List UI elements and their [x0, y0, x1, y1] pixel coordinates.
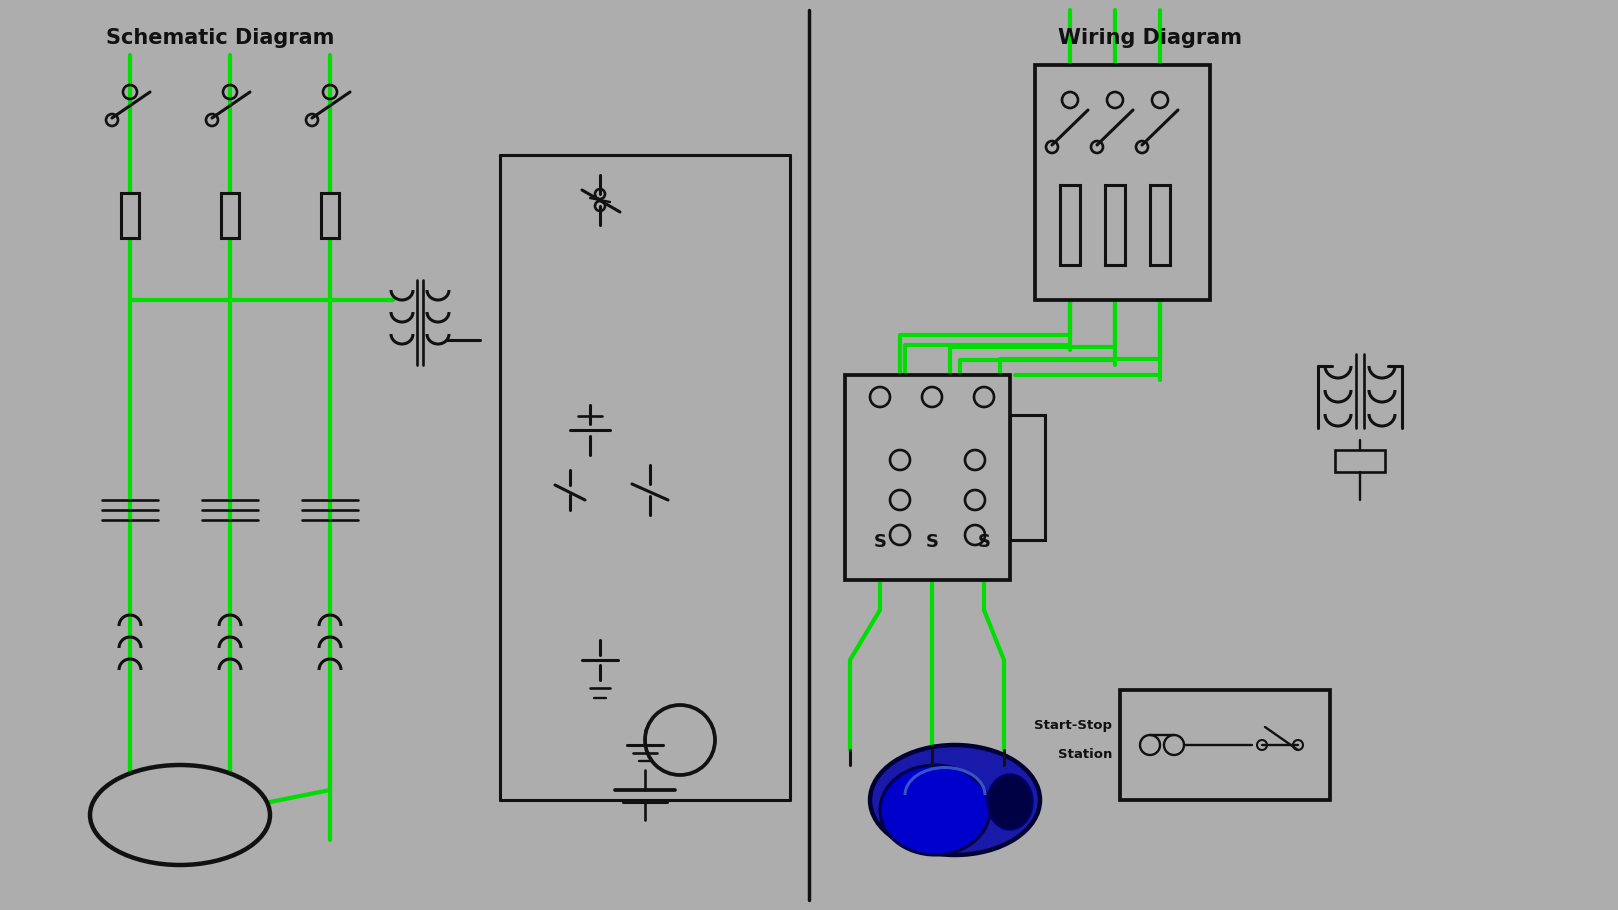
- Bar: [1036, 65, 1210, 300]
- Bar: [1150, 185, 1170, 265]
- Bar: [1105, 185, 1125, 265]
- Ellipse shape: [987, 774, 1032, 830]
- Text: Start-Stop: Start-Stop: [1034, 719, 1112, 732]
- Text: S: S: [925, 533, 938, 551]
- Text: S: S: [977, 533, 990, 551]
- Bar: [1060, 185, 1079, 265]
- Bar: [1120, 690, 1330, 800]
- Text: Wiring Diagram: Wiring Diagram: [1058, 28, 1243, 48]
- Bar: [320, 193, 340, 238]
- Bar: [1335, 450, 1385, 472]
- Ellipse shape: [880, 765, 990, 855]
- Bar: [1010, 415, 1045, 540]
- Text: Schematic Diagram: Schematic Diagram: [105, 28, 335, 48]
- Bar: [845, 375, 1010, 580]
- Bar: [222, 193, 239, 238]
- Ellipse shape: [870, 745, 1040, 855]
- Text: S: S: [874, 533, 887, 551]
- Ellipse shape: [91, 765, 270, 865]
- Bar: [121, 193, 139, 238]
- Text: Station: Station: [1058, 749, 1112, 762]
